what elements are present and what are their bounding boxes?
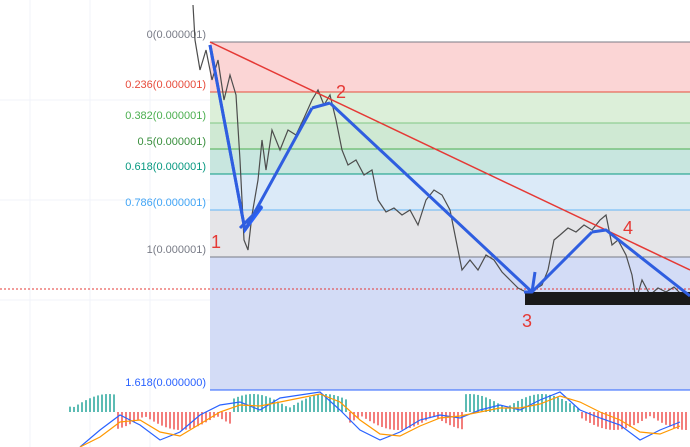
fib-label: 1(0.000001) [147,244,206,256]
wave-path [208,44,690,298]
fib-label: 0.382(0.000001) [125,110,206,122]
fib-label: 0.786(0.000001) [125,197,206,209]
wave-label: 4 [623,218,633,238]
fib-label: 1.618(0.000000) [125,377,206,389]
background-grid [0,0,210,447]
indicator-pane [69,391,687,447]
wave-label: 2 [336,82,346,102]
fib-label: 0(0.000001) [147,29,206,41]
fib-zones [210,42,690,390]
fib-label: 0.5(0.000001) [138,136,207,148]
wave-label: 1 [211,232,221,252]
fib-label: 0.618(0.000001) [125,161,206,173]
support-zone [525,292,690,305]
wave-label: 3 [522,311,532,331]
fib-label: 0.236(0.000001) [125,79,206,91]
